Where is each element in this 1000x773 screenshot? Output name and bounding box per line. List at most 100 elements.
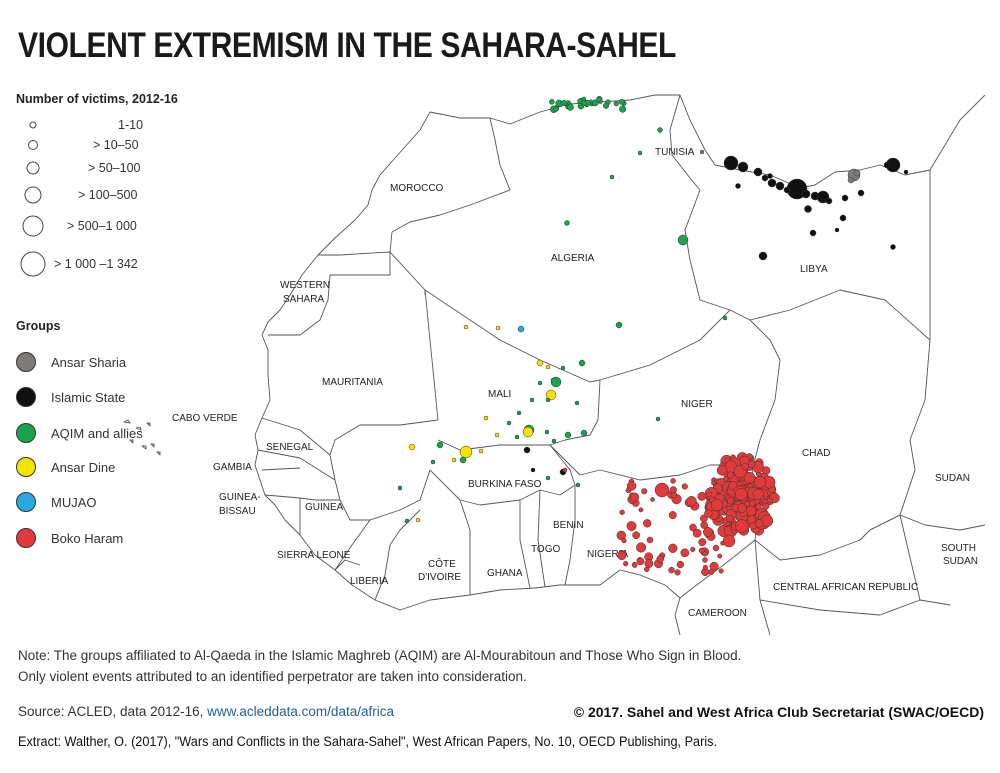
event-marker (578, 359, 586, 367)
event-marker (516, 410, 522, 416)
event-marker-ansar-sharia (847, 176, 855, 184)
event-marker-boko-haram (650, 497, 655, 502)
event-marker-islamic-state (883, 161, 891, 169)
event-marker-islamic-state (735, 183, 741, 189)
cabo-verde-islands (123, 419, 161, 456)
label-south-sudan-1: SOUTH (941, 543, 976, 554)
event-marker-aqim (637, 150, 643, 156)
event-marker (522, 426, 534, 438)
event-marker-aqim (549, 99, 555, 105)
source-prefix: Source: ACLED, data 2012-16, (18, 704, 208, 719)
group-swatch (16, 457, 36, 477)
group-swatch (16, 423, 36, 443)
event-marker (404, 518, 410, 524)
event-marker-islamic-state (753, 167, 763, 177)
group-swatch (16, 352, 36, 372)
event-marker-boko-haram (711, 480, 716, 486)
event-marker-boko-haram (747, 460, 756, 468)
event-marker-boko-haram (668, 511, 677, 520)
event-marker (545, 397, 551, 403)
event-marker (550, 376, 562, 388)
event-marker-boko-haram (706, 491, 713, 498)
event-marker-boko-haram (656, 555, 665, 563)
border-mali-senegal-guinea (329, 454, 431, 521)
label-cabo-verde: CABO VERDE (172, 413, 238, 424)
note-line-2: Only violent events attributed to an ide… (18, 669, 527, 684)
event-marker-boko-haram (626, 521, 637, 531)
label-niger: NIGER (681, 399, 713, 410)
size-legend-circle-4 (24, 186, 42, 204)
border-niger-chad (749, 319, 781, 471)
event-marker (459, 456, 467, 464)
event-markers (397, 95, 909, 577)
event-marker-boko-haram (698, 547, 705, 554)
event-marker-boko-haram (619, 509, 625, 515)
event-marker-aqim (609, 174, 615, 180)
event-marker-boko-haram (755, 519, 764, 528)
event-marker (430, 459, 436, 465)
border-western-sahara (318, 251, 426, 295)
border-civ-ghana (459, 499, 471, 595)
event-marker (483, 415, 489, 421)
event-marker-islamic-state (761, 174, 769, 182)
event-marker (544, 429, 550, 435)
label-guinea-bissau-2: BISSAU (219, 506, 256, 517)
event-marker-boko-haram (668, 566, 675, 574)
label-tunisia: TUNISIA (655, 147, 695, 158)
border-senegal (257, 417, 336, 481)
border-algeria-mali (424, 289, 701, 383)
extract-citation: Extract: Walther, O. (2017), "Wars and C… (18, 734, 718, 749)
label-libya: LIBYA (800, 264, 828, 275)
source: Source: ACLED, data 2012-16, www.acledda… (18, 704, 394, 719)
event-marker (506, 420, 512, 426)
size-legend-label-2: > 10–50 (93, 138, 139, 152)
event-marker-aqim (619, 105, 627, 113)
event-marker-boko-haram (710, 498, 724, 512)
label-gambia: GAMBIA (213, 462, 252, 473)
source-link[interactable]: www.acleddata.com/data/africa (207, 704, 394, 719)
event-marker-boko-haram (709, 561, 719, 571)
event-marker-boko-haram (737, 503, 747, 513)
event-marker (560, 365, 566, 371)
event-marker-islamic-state (890, 244, 896, 250)
event-marker-islamic-state (857, 189, 865, 197)
event-marker (415, 517, 421, 523)
event-marker-aqim (602, 102, 610, 109)
border-chad-car (754, 529, 871, 561)
note: Note: The groups affiliated to Al-Qaeda … (18, 645, 878, 687)
label-liberia: LIBERIA (350, 576, 389, 587)
border-algeria-niger (699, 309, 731, 341)
border-mauritania-mali (329, 289, 439, 456)
label-cote-divoire-2: D'IVOIRE (418, 572, 461, 583)
label-ghana: GHANA (487, 568, 523, 579)
event-marker-aqim (618, 98, 625, 105)
event-marker-islamic-state (903, 169, 909, 175)
event-marker-boko-haram (670, 491, 678, 499)
group-label: Boko Haram (51, 531, 124, 546)
group-label: Islamic State (51, 390, 126, 405)
event-marker-boko-haram (762, 502, 770, 510)
event-marker-boko-haram (616, 530, 626, 541)
group-swatch (16, 528, 36, 548)
size-legend-label-4: > 100–500 (78, 188, 138, 202)
event-marker-islamic-state (839, 214, 847, 222)
event-marker-boko-haram (753, 476, 767, 489)
label-chad: CHAD (802, 448, 830, 459)
map-title: VIOLENT EXTREMISM IN THE SAHARA-SAHEL (18, 26, 677, 65)
label-nigeria: NIGERIA (587, 549, 628, 560)
event-marker-boko-haram (722, 534, 736, 548)
event-marker-boko-haram (702, 557, 708, 563)
size-legend-label-6: > 1 000 –1 342 (54, 257, 138, 271)
event-marker-aqim (553, 106, 559, 112)
event-marker (536, 359, 544, 367)
event-marker-boko-haram (725, 521, 731, 527)
label-algeria: ALGERIA (551, 253, 595, 264)
event-marker (517, 325, 525, 333)
border-morocco-algeria (389, 117, 511, 253)
border-cameroon-car (754, 539, 771, 636)
border-guinea (299, 498, 371, 571)
size-legend-label-3: > 50–100 (88, 161, 141, 175)
event-marker-boko-haram (686, 496, 697, 507)
event-marker-boko-haram (746, 515, 756, 524)
label-guinea-bissau-1: GUINEA- (219, 492, 261, 503)
